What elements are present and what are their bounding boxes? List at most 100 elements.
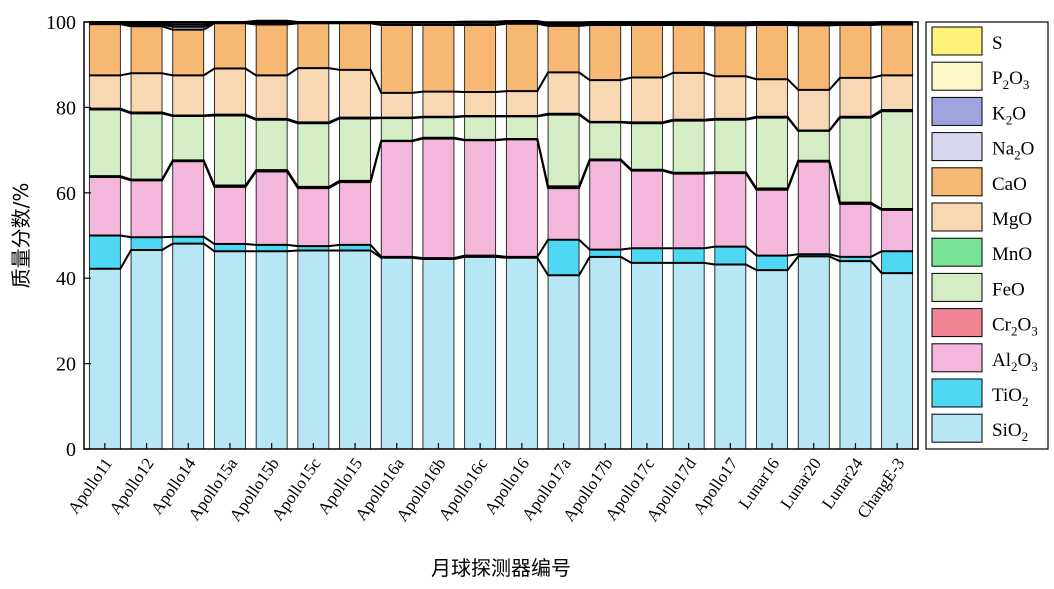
bar-segment-feo-apollo12 <box>131 113 162 179</box>
bar-segment-tio2-apollo17b <box>590 250 621 257</box>
legend-swatch-cr2o3 <box>932 309 982 337</box>
boundary-line-mgo <box>89 68 912 93</box>
bar-segment-sio2-apollo15b <box>256 251 287 449</box>
bar-segment-feo-apollo11 <box>89 110 120 177</box>
bar-segment-al2o3-lunar24 <box>840 204 871 257</box>
bar-segment-al2o3-apollo12 <box>131 180 162 237</box>
bar-segment-mgo-lunar16 <box>757 79 788 117</box>
bar-segment-cao-lunar16 <box>757 25 788 79</box>
bar-segment-al2o3-apollo15a <box>214 187 245 244</box>
boundary-lines-layer <box>89 21 912 275</box>
bar-segment-mgo-apollo14 <box>173 75 204 115</box>
y-tick-label: 0 <box>66 439 76 461</box>
y-tick-label: 40 <box>56 268 76 290</box>
x-axis-title: 月球探测器编号 <box>431 556 571 580</box>
legend-swatch-p2o5 <box>932 62 982 90</box>
legend-swatch-tio2 <box>932 379 982 407</box>
x-tick-label-lunar20: Lunar20 <box>776 454 825 512</box>
bar-segment-tio2-apollo12 <box>131 237 162 250</box>
bar-segment-feo-apollo15b <box>256 120 287 170</box>
legend-label-sio2: SiO2 <box>992 420 1028 444</box>
y-tick-label: 20 <box>56 354 76 376</box>
plot-frame <box>84 22 918 449</box>
boundary-line-tio2 <box>89 236 912 259</box>
bar-segment-al2o3-apollo15 <box>340 182 371 245</box>
legend-label-feo: FeO <box>992 279 1025 300</box>
bar-segment-al2o3-apollo15c <box>298 188 329 246</box>
bar-segment-mgo-apollo17a <box>548 72 579 113</box>
bar-segment-cao-apollo17d <box>673 25 704 73</box>
y-tick-label: 100 <box>46 12 76 34</box>
bar-segment-al2o3-apollo14 <box>173 161 204 237</box>
bar-segment-sio2-apollo16a <box>381 258 412 449</box>
legend-swatch-mgo <box>932 203 982 231</box>
bar-segment-sio2-lunar20 <box>798 256 829 449</box>
bar-segment-cao-apollo15 <box>340 23 371 70</box>
bar-segment-al2o3-apollo16b <box>423 139 454 259</box>
bar-segment-feo-lunar20 <box>798 131 829 161</box>
bar-segment-sio2-apollo17c <box>631 263 662 449</box>
bar-segment-feo-apollo15a <box>214 116 245 186</box>
bar-segment-al2o3-apollo16a <box>381 141 412 257</box>
bar-segment-feo-apollo16 <box>506 116 537 139</box>
y-tick-label: 80 <box>56 97 76 119</box>
legend-label-mgo: MgO <box>992 209 1032 230</box>
legend-swatch-na2o <box>932 133 982 161</box>
bar-segment-mgo-apollo16c <box>465 92 496 116</box>
bar-segment-sio2-apollo11 <box>89 269 120 449</box>
bar-segment-feo-apollo14 <box>173 116 204 160</box>
bar-segment-al2o3-change-3 <box>882 210 913 251</box>
bar-segment-cao-apollo12 <box>131 26 162 73</box>
bar-segment-cao-apollo16 <box>506 24 537 91</box>
bar-segment-mgo-apollo11 <box>89 75 120 108</box>
boundary-line-mno <box>89 109 912 131</box>
bar-segment-cao-apollo15b <box>256 25 287 76</box>
bar-segment-al2o3-apollo17c <box>631 171 662 249</box>
bar-segment-al2o3-apollo11 <box>89 177 120 235</box>
bar-segment-mgo-apollo12 <box>131 73 162 112</box>
bar-segment-feo-apollo17d <box>673 121 704 173</box>
bar-segment-sio2-apollo17a <box>548 275 579 449</box>
bar-segment-feo-apollo16b <box>423 117 454 137</box>
bar-segment-mgo-lunar20 <box>798 90 829 131</box>
bar-segment-sio2-lunar16 <box>757 270 788 449</box>
bar-segment-feo-apollo17c <box>631 123 662 170</box>
bar-segment-al2o3-apollo17a <box>548 188 579 240</box>
bar-segment-sio2-apollo16b <box>423 259 454 449</box>
bar-segment-sio2-apollo15 <box>340 250 371 449</box>
bar-segment-al2o3-apollo17d <box>673 174 704 249</box>
bar-segment-mgo-lunar24 <box>840 78 871 117</box>
bar-segment-cao-apollo16a <box>381 25 412 93</box>
bar-segment-feo-change-3 <box>882 111 913 209</box>
legend-label-tio2: TiO2 <box>992 385 1028 409</box>
boundary-line-sio2 <box>89 244 912 276</box>
bar-segment-mgo-apollo17b <box>590 80 621 122</box>
bar-segment-cao-apollo16b <box>423 25 454 92</box>
bar-segment-sio2-apollo12 <box>131 250 162 449</box>
bar-segment-feo-apollo15c <box>298 123 329 187</box>
boundary-line-cr2o3 <box>89 138 912 209</box>
bar-segment-al2o3-apollo15b <box>256 171 287 244</box>
bar-segment-feo-lunar16 <box>757 118 788 189</box>
legend-label-p2o5: P2O3 <box>992 68 1029 92</box>
legend-label-cr2o3: Cr2O3 <box>992 315 1038 339</box>
bar-segment-feo-apollo16c <box>465 116 496 139</box>
bar-segment-mgo-apollo17 <box>715 76 746 119</box>
bar-segment-cao-apollo14 <box>173 30 204 76</box>
legend-swatch-feo <box>932 273 982 301</box>
legend-label-mno: MnO <box>992 244 1032 265</box>
legend-label-cao: CaO <box>992 174 1027 195</box>
bar-segment-mgo-apollo15c <box>298 68 329 122</box>
bar-segment-cao-apollo17 <box>715 25 746 76</box>
bar-segment-sio2-apollo17d <box>673 263 704 449</box>
x-axis: Apollo11Apollo12Apollo14Apollo15aApollo1… <box>64 443 908 525</box>
bar-segment-cao-apollo17a <box>548 26 579 73</box>
bar-segment-feo-apollo16a <box>381 118 412 141</box>
bar-segment-mgo-apollo16a <box>381 93 412 118</box>
bar-segment-cao-change-3 <box>882 25 913 76</box>
bars-layer <box>89 21 912 449</box>
bar-segment-al2o3-apollo16c <box>465 140 496 255</box>
bar-segment-al2o3-apollo16 <box>506 139 537 256</box>
legend-swatch-al2o3 <box>932 344 982 372</box>
